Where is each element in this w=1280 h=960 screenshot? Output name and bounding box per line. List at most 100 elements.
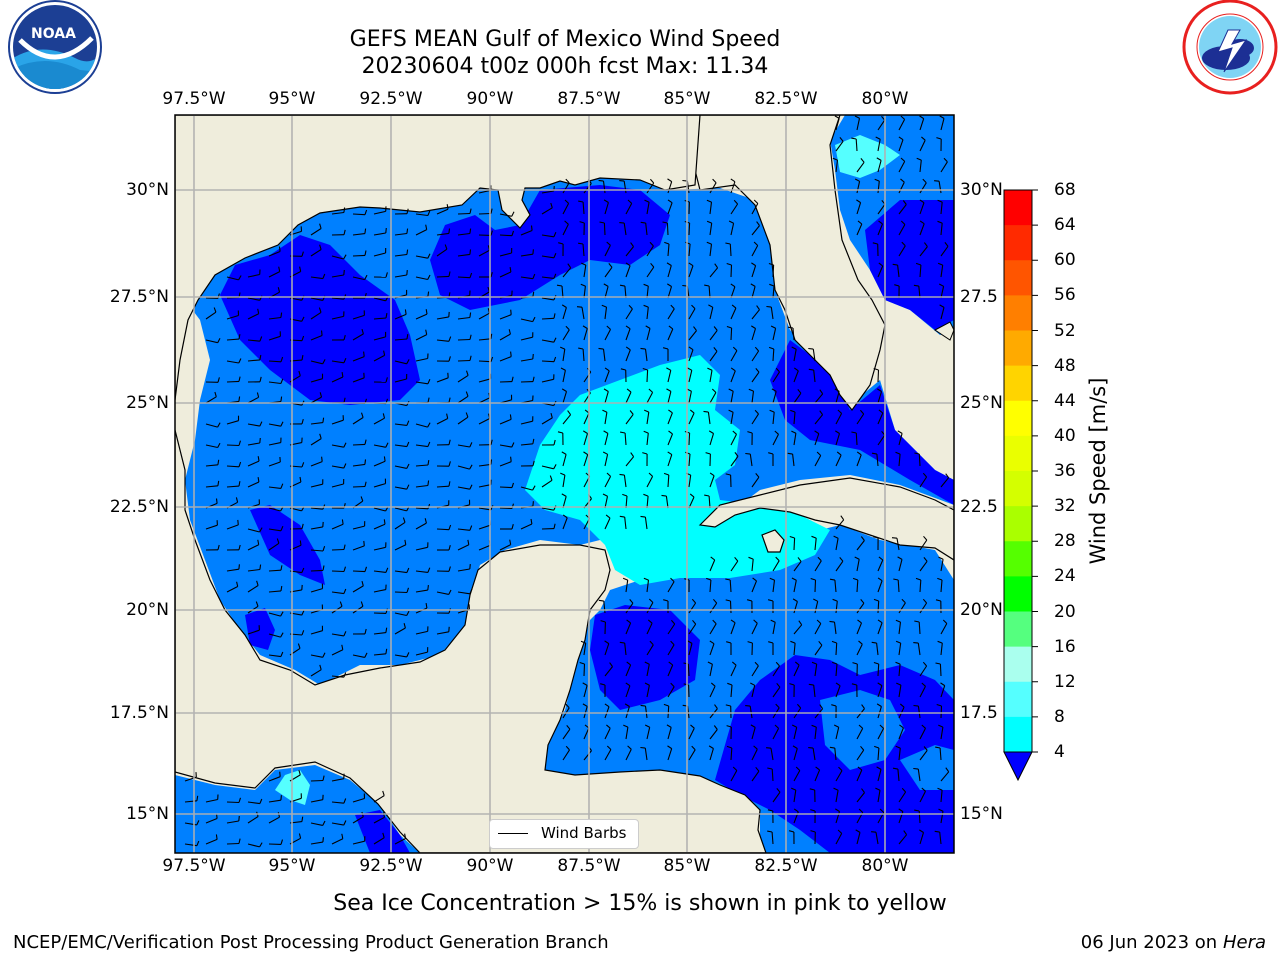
wind-barb	[793, 748, 798, 761]
wind-barb	[226, 586, 238, 593]
wind-barb	[604, 476, 612, 488]
wind-barb	[373, 210, 386, 215]
wind-barb-flag	[320, 330, 323, 336]
wind-barb-flag	[860, 599, 865, 604]
wind-barb	[415, 313, 428, 320]
wind-barb	[541, 276, 554, 279]
wind-barb-flag	[832, 157, 838, 161]
wind-barb-flag	[829, 578, 835, 581]
wind-barb-flag	[385, 627, 388, 633]
wind-barb-flag	[606, 745, 612, 750]
wind-barb-flag	[604, 703, 610, 708]
wind-barb	[940, 286, 945, 299]
wind-barb	[478, 249, 490, 257]
wind-barb-flag	[532, 485, 536, 491]
wind-barb	[623, 223, 627, 236]
wind-barb-flag	[343, 397, 346, 403]
wind-barb-flag	[257, 456, 260, 462]
wind-barb-flag	[895, 640, 901, 644]
colorbar-tick-label: 44	[1054, 390, 1076, 411]
wind-barb	[898, 454, 901, 467]
wind-barb-flag	[549, 475, 553, 481]
wind-barb-flag	[238, 396, 241, 402]
wind-barb	[835, 663, 838, 677]
wind-barb-flag	[873, 367, 879, 371]
wind-barb-flag	[704, 284, 710, 287]
wind-barb-flag	[708, 745, 714, 749]
wind-barb	[478, 544, 491, 551]
wind-barb-flag	[691, 745, 696, 751]
wind-barb-flag	[598, 347, 604, 350]
wind-barb	[940, 727, 944, 740]
wind-barb-flag	[606, 325, 611, 330]
wind-barb	[602, 349, 606, 362]
wind-barb	[562, 203, 570, 215]
wind-barb	[751, 665, 759, 677]
wind-barb	[751, 559, 754, 572]
wind-barb-flag	[403, 623, 406, 629]
wind-barb-flag	[668, 661, 674, 666]
wind-barb	[834, 580, 837, 593]
legend-label: Wind Barbs	[541, 824, 627, 842]
wind-barb-flag	[811, 724, 817, 728]
wind-barb	[833, 622, 837, 635]
wind-barb-flag	[562, 514, 568, 519]
colorbar-segment	[1004, 541, 1032, 577]
wind-barb-flag	[257, 308, 260, 314]
wind-barb	[751, 685, 756, 698]
wind-barb-flag	[301, 816, 304, 822]
wind-barb	[898, 224, 906, 236]
wind-barb-flag	[693, 326, 697, 331]
wind-barb	[478, 360, 492, 363]
wind-barb	[436, 528, 450, 531]
wind-barb-flag	[469, 442, 473, 448]
wind-barb-flag	[750, 682, 755, 686]
wind-barb-flag	[856, 199, 861, 204]
wind-barb	[919, 118, 925, 131]
wind-barb-flag	[360, 496, 364, 502]
colorbar-tick-label: 20	[1054, 601, 1076, 622]
wind-barb-flag	[664, 241, 670, 245]
wind-barb	[624, 286, 627, 299]
wind-barb	[919, 750, 928, 761]
wind-barb-flag	[754, 346, 760, 352]
wind-barb-flag	[829, 746, 835, 749]
wind-barb	[688, 643, 693, 656]
wind-barb	[562, 349, 566, 362]
wind-barb	[184, 843, 197, 847]
wind-barb	[898, 643, 902, 656]
wind-barb	[394, 654, 407, 658]
wind-barb-flag	[937, 199, 943, 203]
wind-barb-flag	[511, 524, 514, 530]
wind-barb-flag	[791, 577, 797, 581]
pacific-water	[175, 765, 420, 853]
wind-barb	[688, 496, 695, 509]
wind-barb-flag	[752, 577, 757, 582]
wind-barb-flag	[670, 640, 675, 646]
wind-barb	[602, 181, 606, 194]
wind-barb-flag	[256, 580, 259, 586]
wind-barb-flag	[923, 746, 928, 751]
wind-barb-flag	[217, 544, 220, 550]
wind-barb-flag	[649, 640, 654, 646]
wind-barb	[583, 183, 592, 194]
wind-barb	[247, 801, 260, 805]
wind-barb-flag	[730, 283, 736, 288]
wind-barb-flag	[791, 430, 797, 434]
wind-barb	[939, 747, 942, 761]
wind-barb	[709, 392, 717, 404]
wind-barb-flag	[603, 430, 609, 434]
wind-barb	[625, 727, 629, 740]
wind-barb-flag	[878, 556, 884, 561]
wind-barb-flag	[382, 790, 385, 796]
lon-tick-bottom: 90°W	[466, 856, 514, 876]
wind-barb-flag	[343, 631, 347, 637]
wind-barb-flag	[857, 619, 862, 624]
wind-barb	[708, 495, 711, 509]
wind-barb-flag	[670, 619, 676, 625]
wind-barb-flag	[663, 599, 669, 602]
wind-barb	[625, 749, 632, 761]
wind-barb	[646, 622, 653, 635]
wind-barb	[625, 265, 631, 278]
wind-barb	[730, 286, 736, 299]
